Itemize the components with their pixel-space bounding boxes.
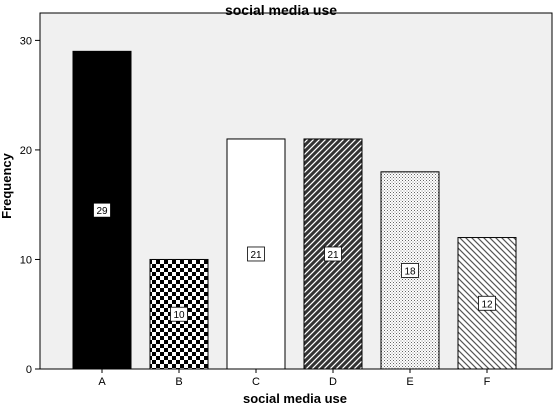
data-label-box [478, 295, 496, 311]
data-label: 21 [327, 250, 339, 261]
data-label-box [170, 306, 188, 322]
data-label: 10 [173, 310, 185, 321]
x-axis-title: social media use [243, 391, 347, 406]
x-tick-label: A [98, 376, 106, 388]
x-tick-label: D [329, 376, 337, 388]
data-label-box [401, 263, 419, 278]
data-label-box [324, 246, 342, 262]
data-label: 21 [250, 250, 262, 261]
x-tick-label: F [484, 376, 491, 388]
chart-title: social media use [225, 2, 337, 18]
x-tick-label: E [406, 376, 413, 388]
data-label: 29 [96, 206, 108, 217]
data-label-box [247, 246, 265, 262]
data-label: 12 [481, 299, 493, 310]
y-tick-label: 0 [26, 364, 32, 376]
data-label: 18 [404, 266, 416, 277]
y-tick-label: 20 [20, 145, 32, 157]
x-tick-label: B [175, 376, 182, 388]
y-tick-label: 30 [20, 35, 32, 47]
x-tick-label: C [252, 376, 260, 388]
y-tick-label: 10 [20, 254, 32, 266]
data-label-box [93, 202, 111, 218]
y-axis-title: Frequency [0, 152, 14, 219]
